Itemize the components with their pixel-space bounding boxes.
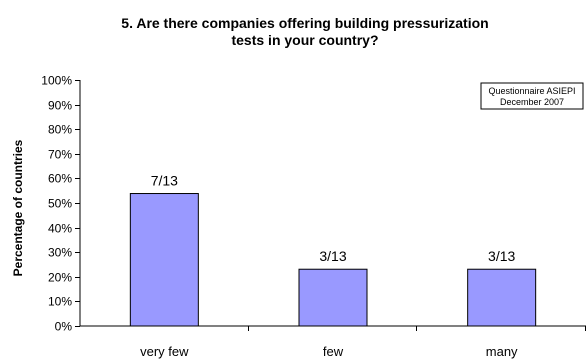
y-tick-label: 60% [48, 172, 72, 186]
y-tick-label: 50% [48, 197, 72, 211]
bar [467, 268, 537, 327]
x-category-label: few [323, 344, 344, 359]
bar [298, 268, 368, 327]
y-tick-label: 90% [48, 99, 72, 113]
bar-data-label: 3/13 [319, 248, 346, 264]
plot-area: 0% 10% 20% 30% 40% 50% 60% 70% 80% 90% 100% 7/13 ver… [41, 74, 586, 359]
chart-title-line-1: 5. Are there companies offering building… [121, 15, 488, 31]
y-axis-label: Percentage of countries [11, 139, 25, 276]
y-tick-label: 40% [48, 222, 72, 236]
y-tick-label: 70% [48, 148, 72, 162]
annotation-line-2: December 2007 [500, 97, 564, 107]
annotation-line-1: Questionnaire ASIEPI [488, 86, 575, 96]
y-tick-label: 0% [55, 320, 73, 334]
y-tick-label: 20% [48, 271, 72, 285]
x-category-label: many [486, 344, 518, 359]
bar-data-label: 7/13 [151, 173, 178, 189]
chart-annotation: Questionnaire ASIEPI December 2007 [480, 82, 584, 110]
chart-title-line-2: tests in your country? [231, 32, 378, 48]
bar [129, 193, 199, 327]
y-tick-label: 80% [48, 123, 72, 137]
y-tick-label: 10% [48, 295, 72, 309]
annotation-box [480, 82, 584, 110]
x-category-label: very few [140, 344, 189, 359]
y-tick-label: 100% [41, 74, 72, 88]
bar-data-label: 3/13 [488, 248, 515, 264]
y-tick-label: 30% [48, 246, 72, 260]
